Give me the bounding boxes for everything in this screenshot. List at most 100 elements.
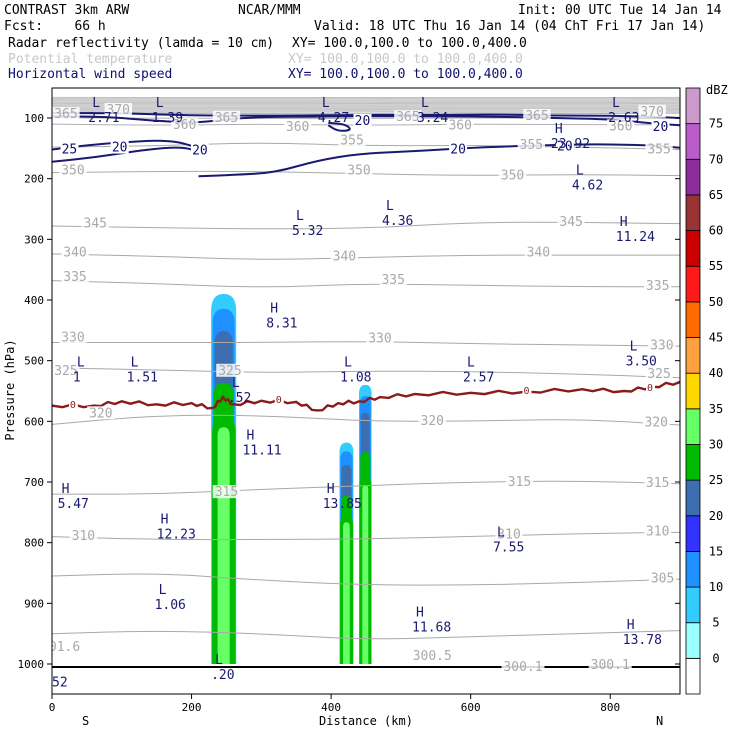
theta-contour-label: 360	[286, 120, 309, 135]
extremum-value: 11.68	[412, 621, 451, 636]
low-marker: L	[344, 356, 352, 371]
low-marker: L	[322, 96, 330, 111]
wind-label-bg	[190, 143, 209, 157]
wind-contour-label: 20	[557, 139, 573, 154]
colorbar-label: 50	[709, 295, 723, 309]
high-marker: H	[627, 618, 635, 633]
theta-contour-360	[52, 123, 680, 126]
low-marker: L	[497, 526, 505, 541]
theta-contour-label: 320	[421, 414, 444, 429]
colorbar-label: 60	[709, 224, 723, 238]
theta-contour-label: 310	[72, 529, 95, 544]
colorbar-swatch	[685, 301, 701, 338]
low-marker: L	[612, 96, 620, 111]
theta-label-bg	[52, 639, 83, 653]
high-marker: H	[555, 122, 563, 137]
theta-contour-label: 350	[347, 164, 370, 179]
colorbar-label: 5	[712, 616, 719, 630]
theta-label-bg	[379, 272, 407, 286]
theta-label-bg	[410, 648, 454, 662]
wind-contour-20	[52, 115, 680, 127]
x-tick-label: 400	[321, 701, 341, 714]
colorbar-label: 30	[709, 437, 723, 451]
low-marker: L	[467, 356, 475, 371]
colorbar-label: 25	[709, 473, 723, 487]
wind-label-bg	[353, 113, 372, 127]
high-marker: H	[62, 482, 70, 497]
low-marker: L	[421, 96, 429, 111]
theta-contour-label: 335	[63, 270, 86, 285]
theta-contour-label: 340	[527, 246, 550, 261]
x-end-label-left: S	[82, 714, 89, 728]
theta-label-bg	[498, 168, 527, 182]
colorbar-swatch	[685, 194, 701, 231]
x-tick-label: 0	[49, 701, 56, 714]
theta-label-bg	[212, 110, 241, 124]
y-tick-label: 200	[24, 173, 44, 186]
colorbar-swatch	[685, 372, 701, 410]
contour-labels: 370 365 365 360 360 365 360 355 370 365 360 355 355 3…	[52, 102, 680, 675]
theta-contour-label: 310	[646, 525, 669, 540]
freezing-level-label: 0	[523, 386, 529, 397]
colorbar-swatch	[685, 87, 701, 125]
theta-contour-305	[52, 573, 680, 586]
theta-contour-label: 315	[646, 476, 669, 491]
y-tick-label: 500	[24, 355, 44, 368]
freezing-level: 0 0 0 0	[52, 380, 680, 412]
low-marker: L	[232, 376, 240, 391]
colorbar-label: 45	[709, 331, 723, 345]
extremum-value: 3.50	[626, 354, 657, 369]
extremum-value: 2.57	[463, 371, 494, 386]
reflectivity-shell-30dbz	[362, 485, 369, 664]
theta-label-bg	[212, 485, 241, 499]
theta-contour-label: 365	[396, 110, 419, 125]
wind-label-bg	[110, 140, 129, 154]
theta-contour-label: 365	[215, 111, 238, 126]
theta-label-bg	[643, 278, 672, 292]
extremum-value: 12.23	[157, 527, 196, 542]
theta-contour-label: 330	[650, 338, 673, 353]
theta-label-bg	[505, 474, 534, 488]
extremum-value: 11.24	[616, 230, 655, 245]
theta-contour-label: 330	[61, 330, 84, 345]
theta-label-bg	[523, 109, 551, 122]
colorbar-swatch	[685, 337, 701, 374]
theta-label-bg	[104, 102, 132, 116]
colorbar-label: 75	[709, 117, 723, 131]
freezing-label-bg	[645, 381, 655, 392]
theta-label-bg	[418, 414, 446, 428]
theta-contour-label: 335	[646, 279, 669, 294]
extremum-value: .52	[228, 391, 251, 406]
theta-contour-325	[52, 367, 680, 379]
colorbar-swatch	[685, 408, 701, 445]
theta-contour-label: 325	[218, 364, 241, 379]
theta-contour-label: 325	[647, 367, 670, 382]
freezing-label-bg	[522, 385, 532, 395]
wind-contour-20	[198, 143, 680, 178]
extremum-value: 52	[52, 675, 68, 690]
colorbar-label: 70	[709, 152, 723, 166]
extremum-value: .20	[211, 668, 234, 683]
x-end-label-right: N	[656, 714, 663, 728]
theta-label-bg	[52, 107, 80, 121]
high-marker: H	[246, 429, 254, 444]
theta-label-bg	[648, 571, 677, 585]
theta-contour-label: 370	[640, 105, 663, 120]
extremum-value: 4.62	[572, 178, 603, 193]
field-xy-theta: XY= 100.0,100.0 to 100.0,400.0	[288, 52, 523, 67]
reflectivity-shell-30dbz	[343, 522, 350, 664]
theta-contour-label: 300.1	[503, 660, 542, 675]
valid-time: Valid: 18 UTC Thu 16 Jan 14 (04 ChT Fri …	[314, 19, 705, 34]
extrema-labels: L2.71L1.39L4.27L3.24L2.63H23.92L4.62L4.3…	[52, 96, 662, 690]
theta-contour-label: 315	[215, 485, 238, 500]
y-axis-label: Pressure (hPa)	[3, 339, 17, 440]
theta-label-bg	[495, 527, 523, 541]
init-time: Init: 00 UTC Tue 14 Jan 14	[518, 3, 722, 18]
high-marker: H	[620, 215, 628, 230]
colorbar-label: 0	[712, 651, 719, 665]
theta-label-bg	[643, 524, 672, 538]
extremum-value: 23.92	[551, 137, 590, 152]
theta-contour-label: 355	[647, 142, 670, 157]
theta-contour-label: 350	[61, 164, 84, 179]
